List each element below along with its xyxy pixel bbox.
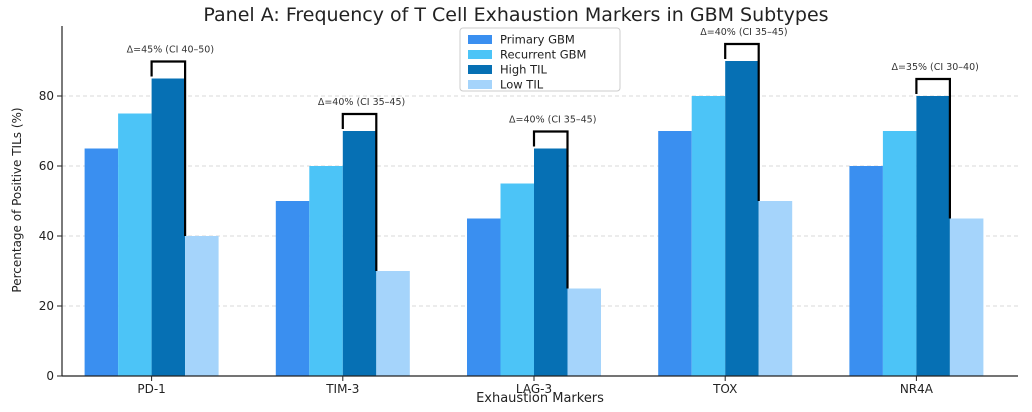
y-tick-label: 60 xyxy=(39,159,54,173)
bracket-line xyxy=(150,60,187,236)
bracket-line xyxy=(915,77,952,219)
x-tick-label: NR4A xyxy=(900,382,934,396)
legend-swatch xyxy=(468,65,492,74)
bar-high-til-tim-3 xyxy=(342,131,377,376)
bar-low-til-lag-3 xyxy=(567,288,601,376)
annotations: Δ=45% (CI 40–50) Δ=40% (CI 35–45) Δ=40% (C… xyxy=(127,27,979,289)
bracket-line xyxy=(724,42,760,201)
bar-low-til-pd-1 xyxy=(185,236,219,376)
legend-swatch xyxy=(468,50,492,59)
legend-box xyxy=(459,27,621,92)
annotation-label: Δ=40% (CI 35–45) xyxy=(318,97,405,108)
bracket-line xyxy=(532,130,569,289)
annotation-label: Δ=40% (CI 35–45) xyxy=(700,27,787,38)
y-tick-label: 20 xyxy=(39,299,54,313)
significance-bracket: Δ=40% (CI 35–45) xyxy=(509,115,596,289)
bar-high-til-lag-3 xyxy=(534,148,568,376)
annotation-label: Δ=35% (CI 30–40) xyxy=(891,62,978,73)
bar-recurrent-gbm-tox xyxy=(691,96,726,376)
legend-label: Recurrent GBM xyxy=(500,48,586,62)
legend-label: High TIL xyxy=(500,63,548,77)
significance-bracket: Δ=40% (CI 35–45) xyxy=(318,97,405,271)
bar-primary-gbm-lag-3 xyxy=(467,218,501,376)
y-tick-label: 40 xyxy=(39,229,54,243)
x-tick-label: LAG-3 xyxy=(516,382,552,396)
legend-label: Low TIL xyxy=(500,78,544,92)
bar-low-til-nr4a xyxy=(949,218,984,376)
bar-low-til-tox xyxy=(758,201,793,376)
bar-low-til-tim-3 xyxy=(376,271,410,376)
significance-bracket: Δ=40% (CI 35–45) xyxy=(700,27,788,201)
bar-recurrent-gbm-lag-3 xyxy=(500,183,534,376)
legend-label: Primary GBM xyxy=(500,33,575,47)
axes xyxy=(61,26,1018,377)
chart-title: Panel A: Frequency of T Cell Exhaustion … xyxy=(203,4,828,26)
y-axis-label: Percentage of Positive TILs (%) xyxy=(10,107,24,292)
bar-high-til-pd-1 xyxy=(151,78,186,376)
y-tick-label: 80 xyxy=(39,89,54,103)
legend-swatch xyxy=(468,80,492,89)
bar-recurrent-gbm-nr4a xyxy=(882,131,917,376)
x-ticks: PD-1 TIM-3 LAG-3 TOX NR4A xyxy=(137,376,934,396)
bar-high-til-tox xyxy=(725,61,759,376)
x-tick-label: TOX xyxy=(712,382,737,396)
significance-bracket: Δ=45% (CI 40–50) xyxy=(127,45,214,236)
bar-primary-gbm-tim-3 xyxy=(275,201,310,376)
bar-recurrent-gbm-pd-1 xyxy=(118,113,152,376)
bars xyxy=(84,61,984,376)
legend-swatch xyxy=(468,35,492,44)
significance-bracket: Δ=35% (CI 30–40) xyxy=(891,62,979,219)
x-tick-label: TIM-3 xyxy=(325,382,359,396)
bar-primary-gbm-nr4a xyxy=(849,166,883,376)
x-tick-label: PD-1 xyxy=(137,382,165,396)
y-tick-label: 0 xyxy=(46,369,54,383)
bar-primary-gbm-pd-1 xyxy=(84,148,119,376)
annotation-label: Δ=40% (CI 35–45) xyxy=(509,115,596,126)
bar-recurrent-gbm-tim-3 xyxy=(309,166,343,376)
bar-high-til-nr4a xyxy=(916,96,950,376)
y-ticks: 0 20 40 60 80 xyxy=(39,89,62,383)
annotation-label: Δ=45% (CI 40–50) xyxy=(127,45,214,56)
bracket-line xyxy=(341,112,378,271)
bar-primary-gbm-tox xyxy=(658,131,692,376)
x-axis-label: Exhaustion Markers xyxy=(476,391,604,406)
